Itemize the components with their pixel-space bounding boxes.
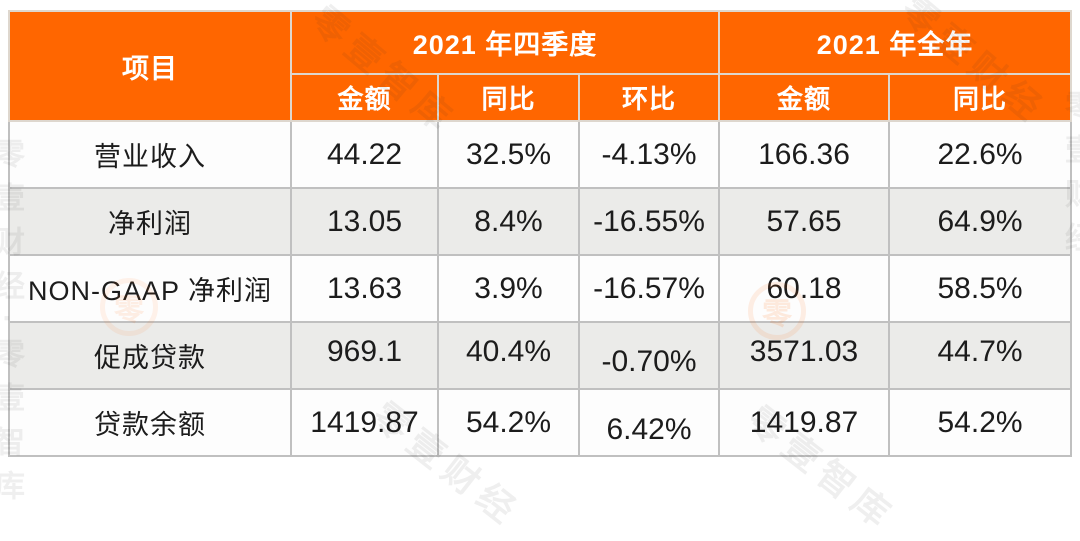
- table-cell: 22.6%: [888, 120, 1073, 189]
- table-cell: 58.5%: [888, 254, 1073, 323]
- table-cell: 166.36: [718, 120, 891, 189]
- table-row-loans-facilitated: 促成贷款 969.1 40.4% -0.70% 3571.03 44.7%: [8, 321, 1073, 390]
- table-cell: 1419.87: [290, 388, 439, 457]
- table-cell: 44.22: [290, 120, 439, 189]
- table-cell: 3.9%: [437, 254, 580, 323]
- column-header-item: 项目: [8, 10, 292, 122]
- table-cell: 54.2%: [437, 388, 580, 457]
- table-cell: 57.65: [718, 187, 891, 256]
- table-cell: -16.57%: [577, 254, 721, 323]
- table-row-loan-balance: 贷款余额 1419.87 54.2% 6.42% 1419.87 54.2%: [8, 388, 1073, 457]
- table-cell: 3571.03: [718, 321, 891, 390]
- column-header-q4-amount: 金额: [290, 73, 439, 122]
- row-label: 净利润: [8, 187, 292, 256]
- row-label: NON-GAAP 净利润: [8, 254, 292, 323]
- table-cell: -4.13%: [577, 120, 721, 189]
- table-cell: 32.5%: [437, 120, 580, 189]
- table-row-net-profit: 净利润 13.05 8.4% -16.55% 57.65 64.9%: [8, 187, 1073, 256]
- table-row-non-gaap-net-profit: NON-GAAP 净利润 13.63 3.9% -16.57% 60.18 58…: [8, 254, 1073, 323]
- column-group-fy-2021: 2021 年全年: [718, 10, 1073, 75]
- table-row-revenue: 营业收入 44.22 32.5% -4.13% 166.36 22.6%: [8, 120, 1073, 189]
- row-label: 营业收入: [8, 120, 292, 189]
- table-cell: 6.42%: [577, 388, 721, 457]
- table-cell: 40.4%: [437, 321, 580, 390]
- row-label: 贷款余额: [8, 388, 292, 457]
- table-cell: 54.2%: [888, 388, 1073, 457]
- table-cell: 44.7%: [888, 321, 1073, 390]
- column-header-q4-yoy: 同比: [437, 73, 580, 122]
- row-label: 促成贷款: [8, 321, 292, 390]
- table-cell: 13.63: [290, 254, 439, 323]
- table-cell: -16.55%: [577, 187, 721, 256]
- header-group-row: 项目 2021 年四季度 2021 年全年: [8, 10, 1073, 122]
- header-sub-row: 金额 同比 环比 金额 同比: [9, 73, 1073, 122]
- column-header-fy-amount: 金额: [718, 73, 891, 122]
- column-group-q4-2021: 2021 年四季度: [289, 10, 721, 75]
- table-cell: 13.05: [290, 187, 439, 256]
- table-cell: 64.9%: [888, 187, 1073, 256]
- table-cell: 969.1: [290, 321, 439, 390]
- table-cell: 1419.87: [718, 388, 891, 457]
- table-cell: 8.4%: [437, 187, 580, 256]
- financial-results-table: 项目 2021 年四季度 2021 年全年 金额 同比 环比 金额 同比 营业收…: [8, 10, 1073, 457]
- table-cell: 60.18: [718, 254, 891, 323]
- table-cell: -0.70%: [577, 321, 721, 390]
- column-header-q4-qoq: 环比: [577, 73, 721, 122]
- column-header-fy-yoy: 同比: [888, 73, 1073, 122]
